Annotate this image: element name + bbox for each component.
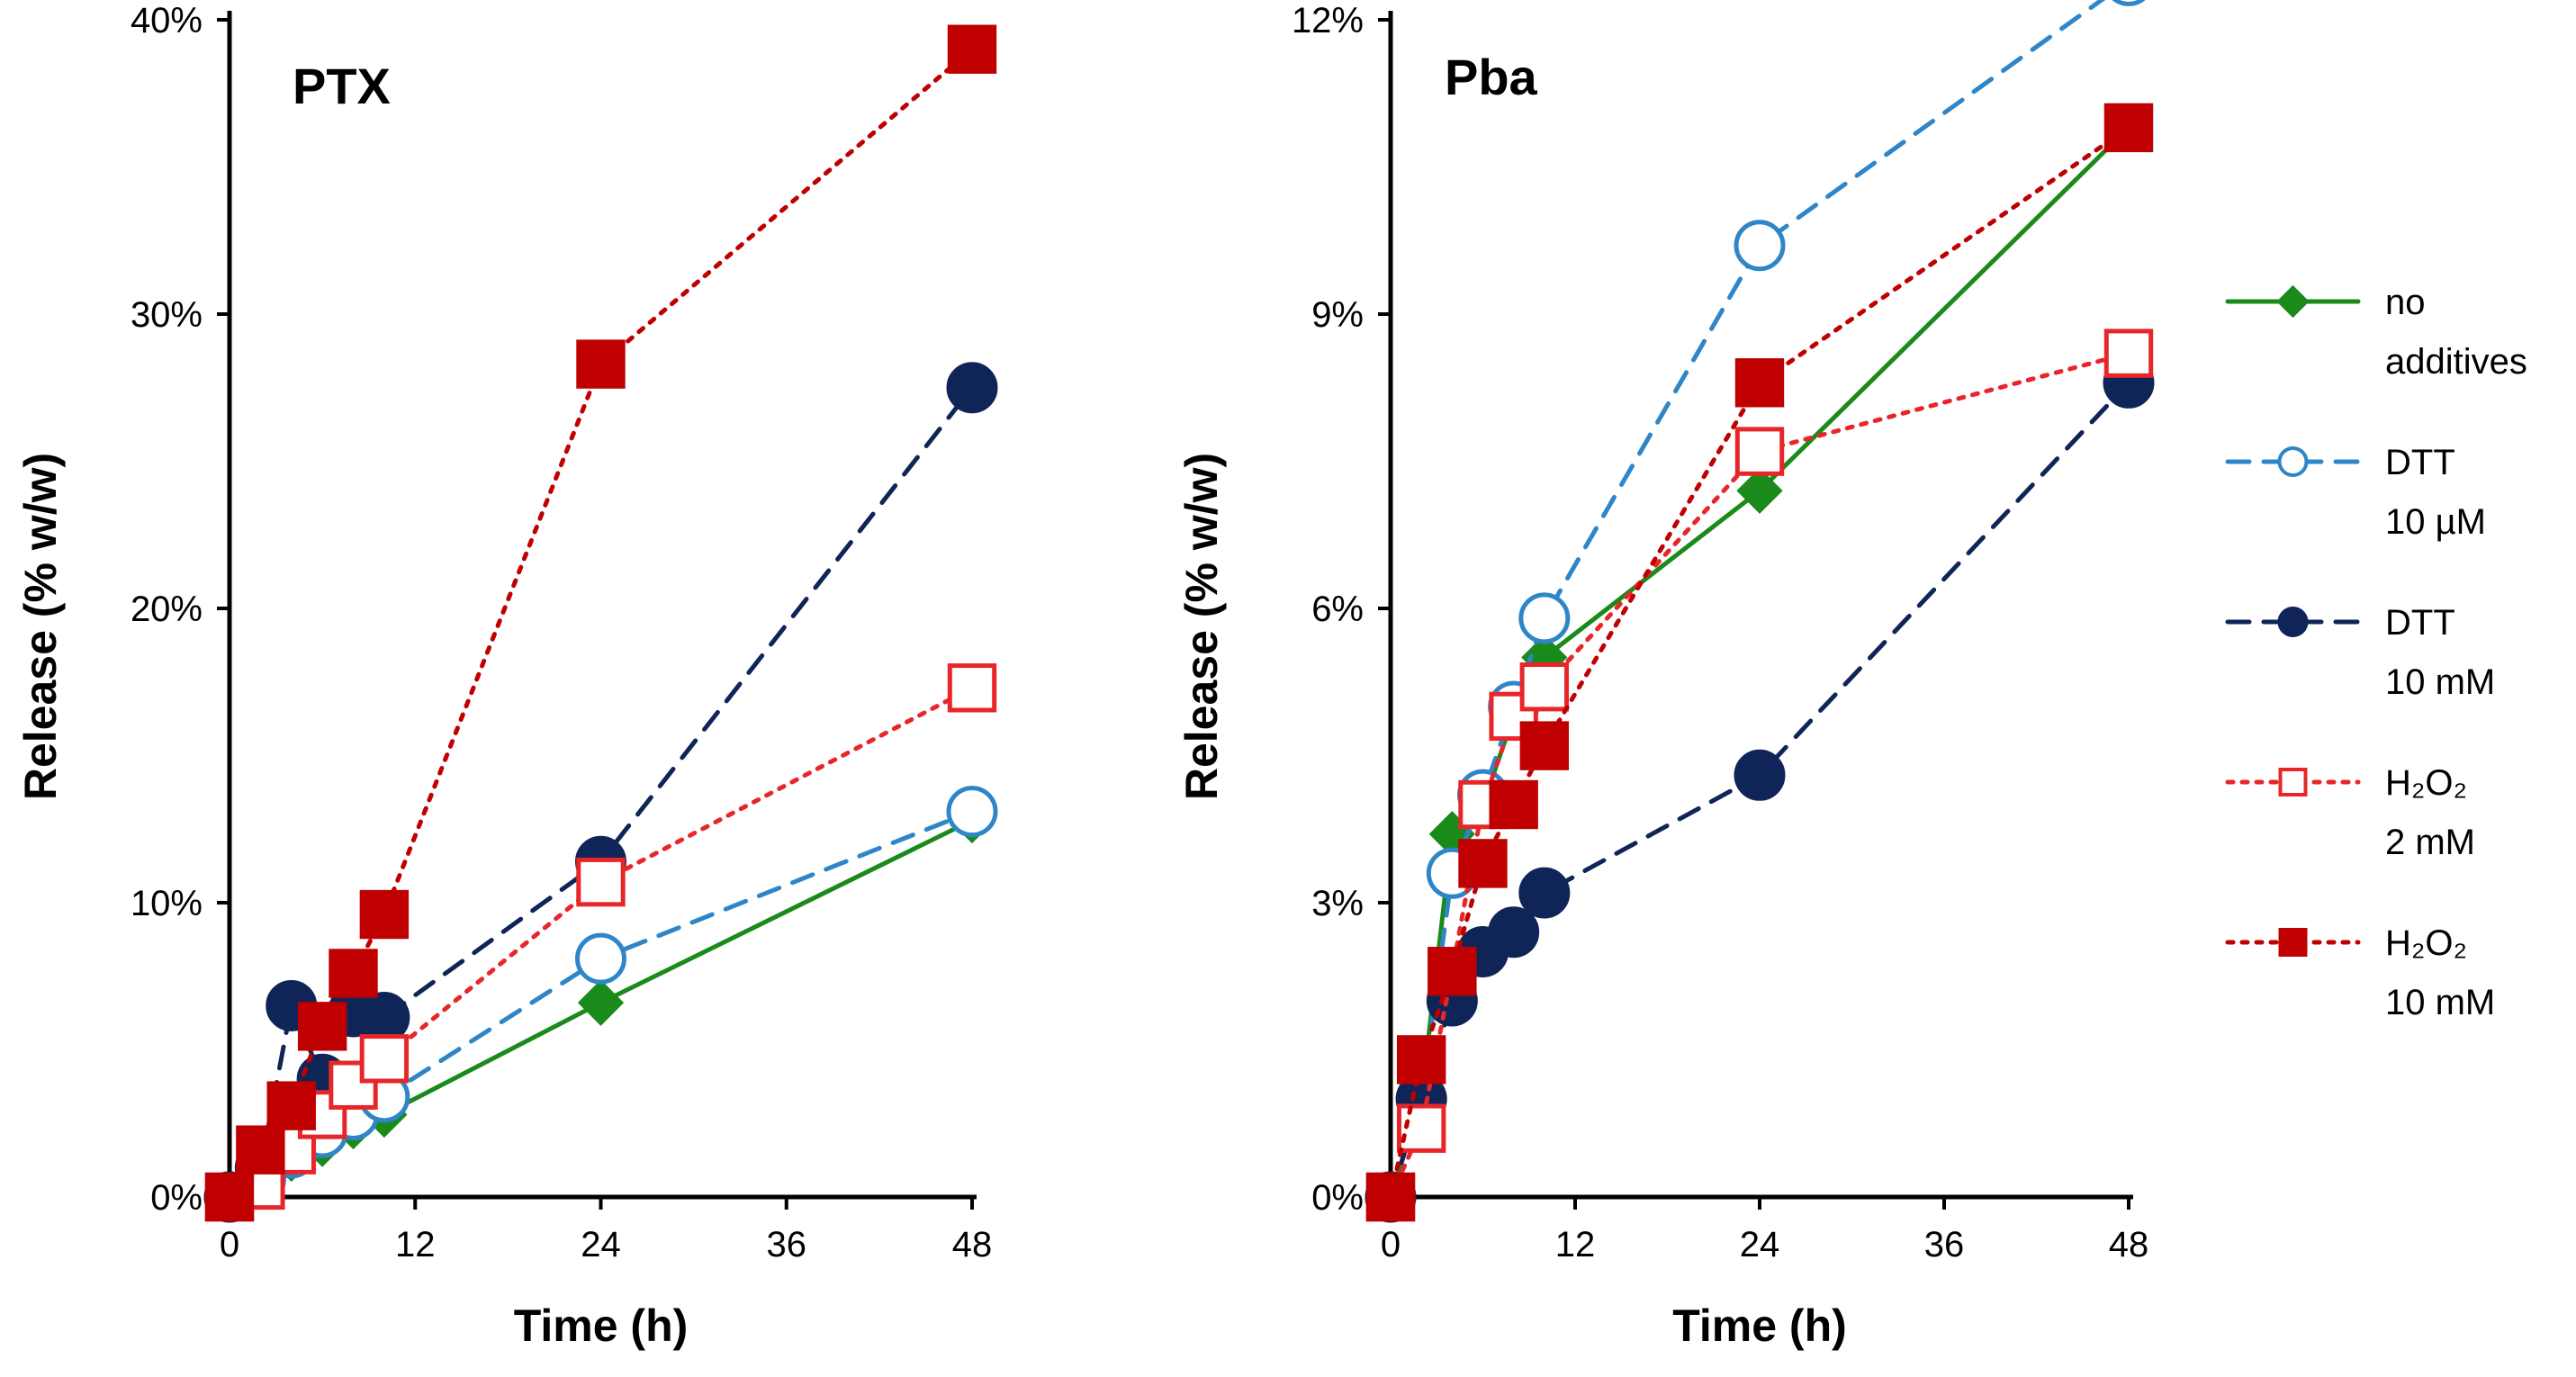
y-tick-label: 0% <box>1311 1178 1364 1218</box>
legend: no additives DTT 10 µM DTT 10 mM H₂O₂ 2 mM H₂O₂ 1… <box>2225 283 2527 1022</box>
legend-marker <box>2278 768 2308 796</box>
data-point-no_additives <box>1736 467 1783 514</box>
legend-marker <box>2277 446 2309 477</box>
data-point-dtt_10mM <box>358 992 410 1044</box>
y-tick-label: 12% <box>1292 1 1364 40</box>
data-point-h2o2_2mM <box>1734 427 1785 476</box>
data-point-h2o2_10mM <box>266 1081 316 1130</box>
data-point-h2o2_2mM <box>576 857 626 907</box>
legend-label: additives <box>2385 342 2527 382</box>
data-point-dtt_10mM <box>1518 867 1571 919</box>
data-point-h2o2_10mM <box>1519 721 1570 770</box>
series-dtt_10uM <box>1365 0 2146 1223</box>
legend-marker <box>2276 284 2310 319</box>
y-tick-label: 30% <box>131 295 203 335</box>
data-point-h2o2_2mM <box>947 663 997 713</box>
series-no_additives <box>1367 104 2152 1220</box>
legend-marker <box>2278 928 2308 957</box>
data-point-dtt_10uM <box>2112 0 2146 6</box>
data-point-dtt_10uM <box>946 786 998 838</box>
data-point-h2o2_10mM <box>1458 839 1508 888</box>
x-tick-label: 48 <box>2109 1225 2149 1264</box>
x-tick-label: 12 <box>395 1225 436 1264</box>
data-point-h2o2_10mM <box>947 24 997 74</box>
data-point-h2o2_10mM <box>359 889 410 940</box>
legend-label: DTT <box>2385 443 2455 482</box>
x-tick-label: 24 <box>1740 1225 1780 1264</box>
data-point-h2o2_10mM <box>236 1125 285 1174</box>
x-tick-label: 36 <box>1924 1225 1965 1264</box>
series-h2o2_10mM <box>204 24 997 1222</box>
x-tick-label: 36 <box>767 1225 807 1264</box>
legend-entry-dtt_10mM: DTT 10 mM <box>2225 603 2495 702</box>
data-point-h2o2_10mM <box>1396 1035 1446 1084</box>
legend-label: H₂O₂ <box>2385 763 2467 803</box>
y-tick-label: 20% <box>131 590 203 629</box>
series-line-h2o2_10mM <box>1388 125 2131 1200</box>
y-tick-label: 0% <box>150 1178 203 1218</box>
series-line-h2o2_2mM <box>1388 351 2131 1200</box>
legend-entry-h2o2_2mM: H₂O₂ 2 mM <box>2225 763 2475 862</box>
x-axis-title: Time (h) <box>1672 1300 1847 1351</box>
data-point-h2o2_10mM <box>576 339 626 389</box>
series-h2o2_10mM <box>1365 103 2154 1222</box>
legend-label: DTT <box>2385 603 2455 643</box>
legend-entry-h2o2_10mM: H₂O₂ 10 mM <box>2225 923 2495 1022</box>
data-point-dtt_10mM <box>1734 749 1786 801</box>
y-axis-title: Release (% w/w) <box>1176 453 1227 800</box>
legend-label: 10 µM <box>2385 502 2486 542</box>
data-point-dtt_10uM <box>1518 592 1571 644</box>
legend-entry-no_additives: no additives <box>2225 283 2527 382</box>
legend-label: no <box>2385 283 2426 322</box>
x-tick-label: 12 <box>1555 1225 1596 1264</box>
legend-marker <box>2277 607 2309 637</box>
data-point-h2o2_10mM <box>1365 1172 1416 1222</box>
x-tick-label: 0 <box>1381 1225 1401 1264</box>
data-point-dtt_10uM <box>1734 220 1786 272</box>
y-tick-label: 9% <box>1311 295 1364 335</box>
data-point-h2o2_10mM <box>1734 358 1785 408</box>
x-axis-title: Time (h) <box>514 1300 689 1351</box>
y-axis-title: Release (% w/w) <box>15 453 66 800</box>
y-tick-label: 6% <box>1311 590 1364 629</box>
data-point-h2o2_10mM <box>297 1002 347 1051</box>
data-point-h2o2_10mM <box>329 949 378 998</box>
legend-label: 10 mM <box>2385 983 2495 1022</box>
data-point-no_additives <box>577 979 625 1026</box>
x-tick-label: 0 <box>220 1225 239 1264</box>
legend-entry-dtt_10uM: DTT 10 µM <box>2225 443 2486 542</box>
data-point-h2o2_10mM <box>2103 103 2154 153</box>
x-tick-label: 48 <box>952 1225 993 1264</box>
series-line-no_additives <box>1388 125 2131 1200</box>
y-tick-label: 40% <box>131 1 203 40</box>
panel-title: PTX <box>293 58 391 114</box>
data-point-dtt_10uM <box>575 932 626 985</box>
data-point-dtt_10mM <box>1488 906 1540 958</box>
series-line-dtt_10uM <box>1388 0 2106 1200</box>
x-tick-label: 24 <box>581 1225 621 1264</box>
panel-pba: 0% 3% 6% 9% 12% 0 12 24 36 48 Pba Time (h) Release (… <box>1176 0 2155 1351</box>
data-point-dtt_10mM <box>946 362 998 414</box>
data-point-h2o2_10mM <box>204 1172 255 1222</box>
legend-label: 2 mM <box>2385 823 2475 862</box>
data-point-h2o2_2mM <box>1519 662 1570 712</box>
y-tick-label: 3% <box>1311 884 1364 923</box>
legend-label: H₂O₂ <box>2385 923 2467 963</box>
data-point-h2o2_2mM <box>359 1034 410 1084</box>
panel-title: Pba <box>1445 49 1538 105</box>
legend-label: 10 mM <box>2385 662 2495 702</box>
data-point-h2o2_10mM <box>1489 779 1538 830</box>
data-point-h2o2_10mM <box>1428 947 1477 996</box>
data-point-h2o2_2mM <box>2103 328 2154 378</box>
panel-ptx: 0% 10% 20% 30% 40% 0 12 24 36 48 PTX Time (h) Releas… <box>15 1 998 1351</box>
y-tick-label: 10% <box>131 884 203 923</box>
